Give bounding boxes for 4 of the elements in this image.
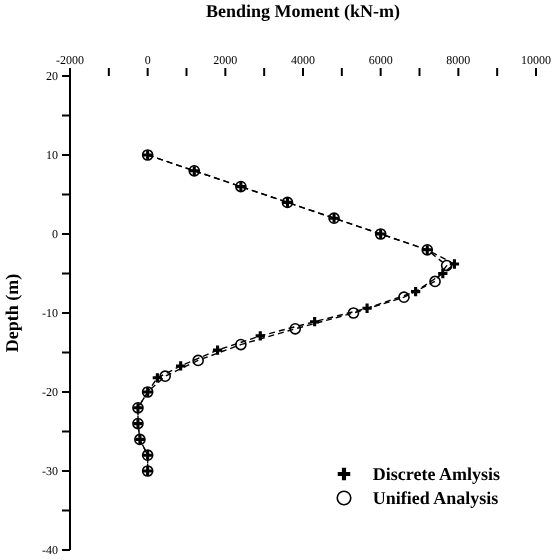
legend-label: Unified Analysis <box>372 488 499 508</box>
y-axis-title: Depth (m) <box>2 273 23 353</box>
x-axis-title: Bending Moment (kN-m) <box>206 0 400 21</box>
legend-label: Discrete Amlysis <box>372 464 500 484</box>
